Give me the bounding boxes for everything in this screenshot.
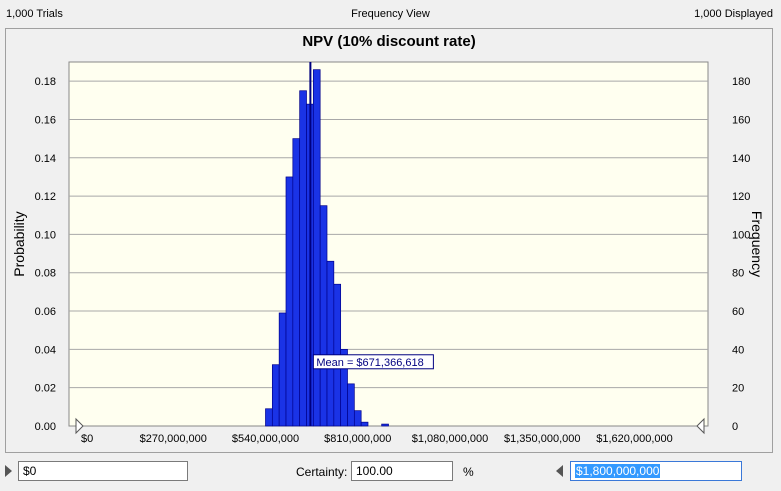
y-tick-label: 0.14 bbox=[35, 153, 56, 165]
y-tick-label: 0.12 bbox=[35, 191, 56, 203]
right-slider-grabber[interactable] bbox=[696, 417, 705, 435]
histogram-bar bbox=[381, 423, 389, 427]
histogram-bar bbox=[312, 69, 321, 427]
chart-title: NPV (10% discount rate) bbox=[302, 33, 475, 50]
y2-tick-label: 80 bbox=[732, 268, 744, 280]
histogram-bar bbox=[353, 410, 362, 427]
left-grabber-icon[interactable] bbox=[5, 465, 12, 477]
y2-tick-label: 20 bbox=[732, 383, 744, 395]
histogram-bar bbox=[292, 138, 301, 427]
y-tick-label: 0.06 bbox=[35, 306, 56, 318]
max-value-input[interactable]: $1,800,000,000 bbox=[570, 461, 742, 481]
percent-label: % bbox=[463, 465, 474, 479]
certainty-label: Certainty: bbox=[296, 465, 348, 479]
y-tick-label: 0.16 bbox=[35, 114, 56, 126]
y-tick-label: 0.00 bbox=[35, 421, 56, 433]
x-tick-label: $1,620,000,000 bbox=[596, 433, 672, 445]
mean-label-box bbox=[312, 354, 434, 370]
mean-label: Mean = $671,366,618 bbox=[316, 357, 423, 369]
header-bar: 1,000 Trials Frequency View 1,000 Displa… bbox=[0, 0, 781, 28]
y2-tick-label: 120 bbox=[732, 191, 750, 203]
y-tick-label: 0.02 bbox=[35, 383, 56, 395]
min-value-input[interactable]: $0 bbox=[18, 461, 188, 481]
x-tick-label: $810,000,000 bbox=[324, 433, 391, 445]
certainty-bar: $0 Certainty: 100.00 % $1,800,000,000 bbox=[0, 456, 781, 491]
y2-tick-label: 60 bbox=[732, 306, 744, 318]
y2-tick-label: 100 bbox=[732, 229, 750, 241]
histogram-bar bbox=[285, 176, 294, 427]
chart-panel: NPV (10% discount rate) 0.00 0 0.02 20 0.04 40… bbox=[5, 28, 773, 453]
max-value-text[interactable]: $1,800,000,000 bbox=[575, 464, 661, 478]
plot-area bbox=[68, 61, 709, 427]
y-tick-label: 0.10 bbox=[35, 229, 56, 241]
histogram-bar bbox=[265, 408, 273, 427]
x-tick-label: $270,000,000 bbox=[140, 433, 207, 445]
x-tick-label: $1,350,000,000 bbox=[504, 433, 580, 445]
certainty-input[interactable]: 100.00 bbox=[351, 461, 453, 481]
right-grabber-icon[interactable] bbox=[556, 465, 563, 477]
histogram-bar bbox=[347, 383, 355, 427]
y2-tick-label: 140 bbox=[732, 153, 750, 165]
x-tick-label: $540,000,000 bbox=[232, 433, 299, 445]
histogram-bar bbox=[299, 90, 307, 427]
y-tick-label: 0.08 bbox=[35, 268, 56, 280]
trials-count: 1,000 Trials bbox=[6, 8, 63, 20]
x-tick-label: $0 bbox=[81, 433, 93, 445]
displayed-count: 1,000 Displayed bbox=[694, 8, 773, 20]
y2-tick-label: 40 bbox=[732, 344, 744, 356]
histogram-bar bbox=[326, 260, 335, 427]
y2-tick-label: 0 bbox=[732, 421, 738, 433]
y-axis-label: Probability bbox=[11, 211, 27, 276]
x-tick-label: $1,080,000,000 bbox=[412, 433, 488, 445]
view-name: Frequency View bbox=[351, 8, 430, 20]
left-slider-grabber[interactable] bbox=[75, 417, 84, 435]
y-tick-label: 0.04 bbox=[35, 344, 56, 356]
frequency-chart: NPV (10% discount rate) 0.00 0 0.02 20 0.04 40… bbox=[11, 33, 765, 445]
histogram-bar bbox=[271, 364, 280, 427]
y2-axis-label: Frequency bbox=[749, 211, 765, 277]
y2-tick-label: 180 bbox=[732, 76, 750, 88]
histogram-bar bbox=[319, 205, 328, 427]
histogram-bar bbox=[278, 312, 287, 427]
histogram-bar bbox=[360, 421, 369, 427]
y2-tick-label: 160 bbox=[732, 114, 750, 126]
y-tick-label: 0.18 bbox=[35, 76, 56, 88]
